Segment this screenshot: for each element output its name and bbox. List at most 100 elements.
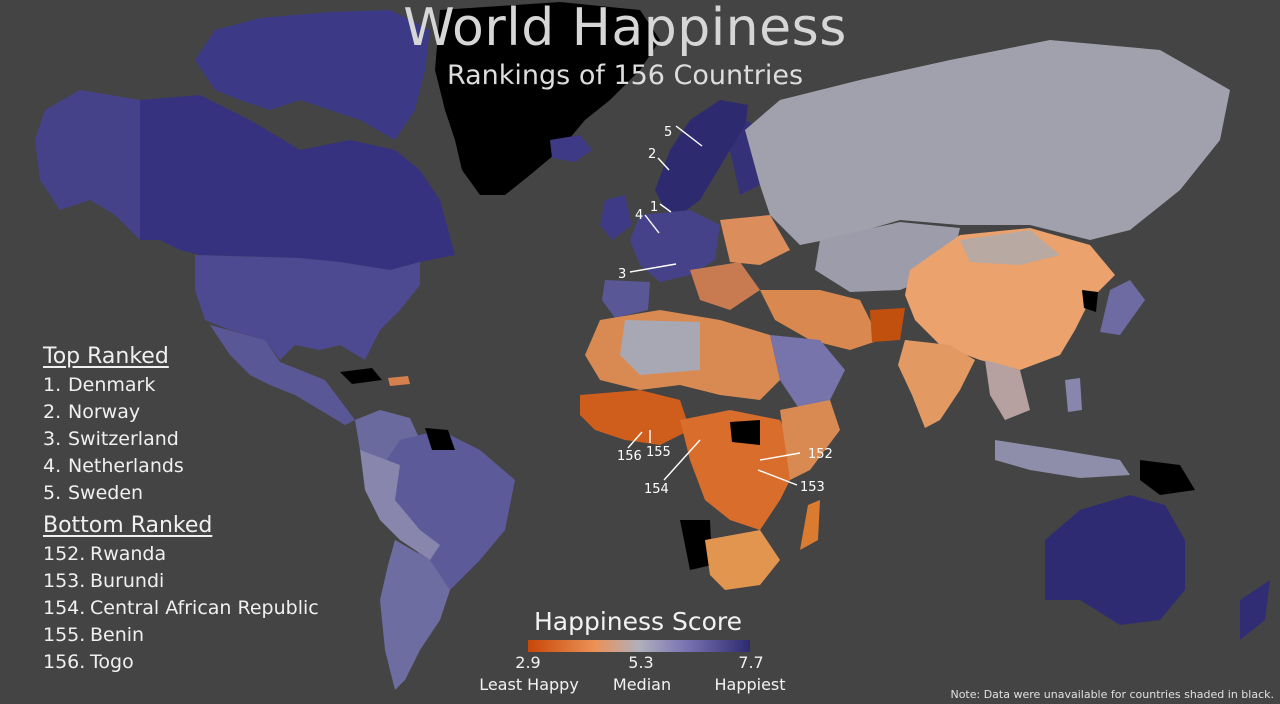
rank-number: 152. <box>43 543 86 565</box>
list-item: 5. Sweden <box>43 480 184 507</box>
callout-label: 4 <box>635 208 643 223</box>
legend-mid-label: Median <box>612 675 672 694</box>
top-ranked-list: Top Ranked 1. Denmark 2. Norway 3. Switzerl… <box>43 344 184 507</box>
country-indonesia <box>995 440 1130 478</box>
rank-number: 3. <box>43 428 62 450</box>
country-west-africa <box>580 390 690 445</box>
country-name: Central African Republic <box>90 597 319 619</box>
list-item: 152. Rwanda <box>43 541 319 568</box>
country-name: Netherlands <box>68 455 184 477</box>
country-uk <box>600 195 632 240</box>
country-iceland <box>550 135 592 162</box>
rank-number: 1. <box>43 374 62 396</box>
country-south-sudan <box>730 420 760 445</box>
country-new-zealand <box>1240 580 1270 640</box>
callout-label: 2 <box>648 147 656 162</box>
country-korea <box>1082 290 1098 312</box>
country-canada <box>140 95 455 270</box>
list-item: 155. Benin <box>43 622 319 649</box>
rank-number: 155. <box>43 624 86 646</box>
country-name: Sweden <box>68 482 144 504</box>
map-title: World Happiness <box>403 0 847 58</box>
legend-mid-value: 5.3 <box>628 653 654 672</box>
country-norway-sweden <box>655 100 748 215</box>
country-saudi-arabia <box>770 335 845 410</box>
country-iberia <box>602 280 650 318</box>
map-subtitle: Rankings of 156 Countries <box>446 60 804 91</box>
rank-number: 4. <box>43 455 62 477</box>
country-east-africa <box>780 400 840 480</box>
legend-min-value: 2.9 <box>515 653 541 672</box>
callout-labels: 5 2 1 4 3 152 153 154 155 156 <box>617 125 833 497</box>
callout-label: 153 <box>800 480 825 495</box>
country-philippines <box>1065 378 1082 412</box>
callouts <box>627 125 801 486</box>
country-india <box>898 340 975 428</box>
country-name: Burundi <box>90 570 165 592</box>
country-central-africa <box>680 410 800 530</box>
legend-max-label: Happiest <box>714 675 786 694</box>
list-item: 4. Netherlands <box>43 453 184 480</box>
country-china <box>905 228 1115 370</box>
country-russia <box>745 40 1230 245</box>
bottom-ranked-heading: Bottom Ranked <box>43 513 213 538</box>
rank-number: 2. <box>43 401 62 423</box>
top-ranked-heading: Top Ranked <box>43 344 169 369</box>
bottom-ranked-list: Bottom Ranked 152. Rwanda 153. Burundi 154… <box>43 513 319 676</box>
country-southeast-asia <box>985 360 1030 420</box>
list-item: 154. Central African Republic <box>43 595 319 622</box>
country-mongolia <box>960 230 1060 265</box>
country-italy-balkans <box>690 262 760 310</box>
country-guiana <box>425 428 455 450</box>
country-turkey-iran <box>760 290 880 350</box>
rank-number: 156. <box>43 651 86 673</box>
country-alaska <box>35 90 140 240</box>
country-greenland <box>435 2 660 195</box>
country-algeria-libya <box>620 320 700 375</box>
country-argentina-chile <box>380 540 450 690</box>
country-japan <box>1100 280 1145 335</box>
country-papua <box>1140 460 1195 495</box>
list-item: 156. Togo <box>43 649 319 676</box>
country-australia <box>1045 495 1185 625</box>
rank-number: 5. <box>43 482 62 504</box>
legend-min-label: Least Happy <box>479 675 579 694</box>
country-canada-islands <box>195 10 430 140</box>
country-name: Switzerland <box>68 428 179 450</box>
country-name: Norway <box>68 401 141 423</box>
rank-number: 154. <box>43 597 86 619</box>
callout-label: 3 <box>618 267 626 282</box>
country-name: Benin <box>90 624 145 646</box>
legend-max-value: 7.7 <box>738 653 764 672</box>
country-peru-bolivia <box>360 450 440 560</box>
list-item: 1. Denmark <box>43 372 184 399</box>
callout-label: 5 <box>664 125 672 140</box>
country-madagascar <box>800 500 820 550</box>
list-item: 2. Norway <box>43 399 184 426</box>
data-note: Note: Data were unavailable for countrie… <box>950 688 1274 701</box>
country-caribbean <box>340 368 382 384</box>
callout-label: 156 <box>617 449 642 464</box>
legend-title: Happiness Score <box>534 607 743 636</box>
callout-label: 152 <box>808 447 833 462</box>
callout-label: 155 <box>646 445 671 460</box>
rank-number: 153. <box>43 570 86 592</box>
country-name: Togo <box>90 651 134 673</box>
callout-label: 154 <box>644 482 669 497</box>
country-western-europe <box>630 210 720 282</box>
country-usa <box>195 255 420 360</box>
list-item: 153. Burundi <box>43 568 319 595</box>
country-southern-africa <box>705 530 780 590</box>
country-brazil <box>380 430 515 590</box>
callout-label: 1 <box>650 200 658 215</box>
list-item: 3. Switzerland <box>43 426 184 453</box>
country-mexico <box>210 325 355 425</box>
country-name: Denmark <box>68 374 156 396</box>
country-afghanistan <box>870 308 905 342</box>
country-name: Rwanda <box>90 543 167 565</box>
country-dominican <box>388 376 410 386</box>
country-eastern-europe <box>720 215 790 265</box>
country-namibia <box>680 520 712 570</box>
legend-color-scale <box>528 640 750 652</box>
